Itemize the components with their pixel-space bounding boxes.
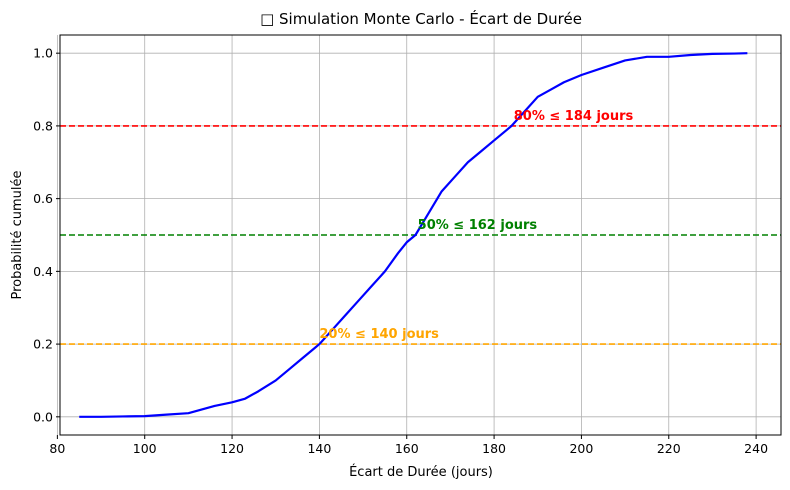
x-tick-label: 140 <box>307 441 331 456</box>
x-tick-label: 120 <box>220 441 244 456</box>
annotations: 80% ≤ 184 jours 50% ≤ 162 jours 20% ≤ 140 … <box>319 109 633 342</box>
x-axis-ticks: 80 100 120 140 160 180 200 220 240 <box>49 435 768 456</box>
x-tick-label: 160 <box>395 441 419 456</box>
x-tick-label: 100 <box>133 441 157 456</box>
y-tick-label: 0.4 <box>33 264 53 279</box>
x-axis-title: Écart de Durée (jours) <box>349 464 493 480</box>
x-tick-label: 220 <box>657 441 681 456</box>
y-tick-label: 0.6 <box>33 191 53 206</box>
reference-line-label: 80% ≤ 184 jours <box>514 109 634 124</box>
chart-title: □ Simulation Monte Carlo - Écart de Duré… <box>260 9 582 28</box>
cdf-line <box>79 52 748 418</box>
x-tick-label: 80 <box>49 441 65 456</box>
reference-line-label: 50% ≤ 162 jours <box>418 218 538 233</box>
y-tick-label: 1.0 <box>33 46 53 61</box>
x-tick-label: 180 <box>482 441 506 456</box>
y-axis-title: Probabilité cumulée <box>10 170 25 299</box>
reference-line-label: 20% ≤ 140 jours <box>319 327 439 342</box>
x-tick-label: 240 <box>744 441 768 456</box>
reference-lines <box>60 125 781 345</box>
plot-frame <box>59 34 782 436</box>
y-tick-label: 0.0 <box>33 409 53 424</box>
series-layer <box>79 52 748 418</box>
y-tick-label: 0.2 <box>33 337 53 352</box>
x-tick-label: 200 <box>569 441 593 456</box>
y-tick-label: 0.8 <box>33 118 53 133</box>
y-axis-ticks: 0.0 0.2 0.4 0.6 0.8 1.0 <box>33 46 60 424</box>
